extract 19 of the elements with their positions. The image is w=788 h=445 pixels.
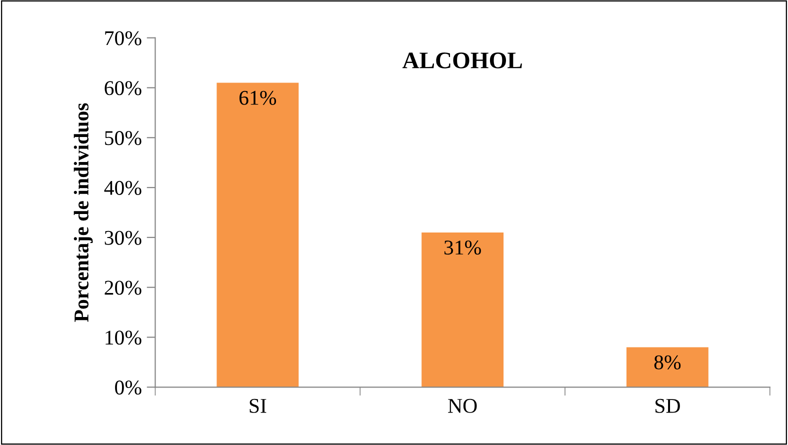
y-tick-label: 20% (104, 280, 142, 295)
data-label: 31% (444, 240, 481, 255)
y-axis-title: Porcentaje de individuos (74, 103, 93, 322)
chart-title: ALCOHOL (402, 52, 522, 68)
y-tick-label: 60% (104, 81, 142, 96)
bar (626, 347, 708, 388)
y-tick-label: 0% (115, 380, 142, 395)
y-tick-label: 30% (104, 230, 142, 245)
data-label: 8% (654, 355, 681, 370)
data-label: 61% (239, 90, 276, 105)
bar (422, 232, 504, 388)
y-tick-label: 40% (104, 180, 142, 196)
y-tick-label: 50% (105, 131, 142, 146)
y-tick-label: 70% (105, 31, 142, 46)
x-tick-label: NO (448, 398, 477, 413)
bar (216, 82, 299, 388)
x-tick-label: SI (250, 398, 266, 413)
y-tick-label: 10% (106, 330, 142, 345)
x-tick-label: SD (656, 398, 680, 413)
